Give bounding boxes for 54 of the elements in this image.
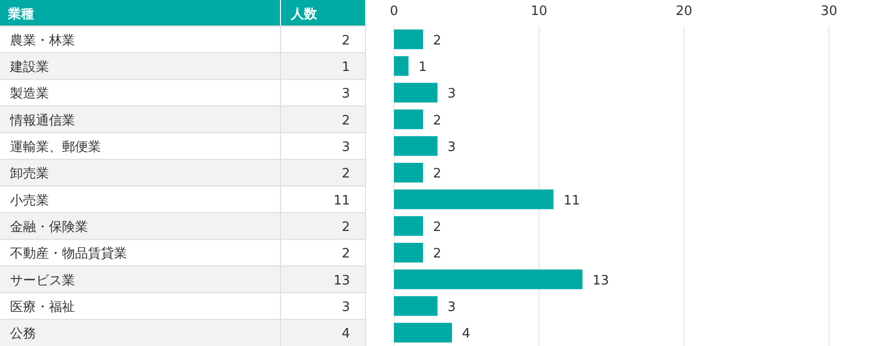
text: 13 <box>333 273 350 288</box>
data-label: 2 <box>433 113 442 128</box>
text: 業種 <box>7 7 34 22</box>
x2-tick-label: 20 <box>676 4 692 19</box>
text: 2 <box>342 166 350 182</box>
data-label: 2 <box>433 33 442 48</box>
y-tick-label: 公務 <box>10 326 36 342</box>
y-tick-label: 製造業 <box>10 86 49 102</box>
text: 2 <box>342 246 350 262</box>
text: 1 <box>342 60 350 75</box>
x2-tick-label: 0 <box>390 4 398 19</box>
y-tick-label: 卸売業 <box>10 166 49 182</box>
bar <box>394 110 423 130</box>
bar <box>394 136 438 156</box>
text: 3 <box>342 86 350 102</box>
y-tick-label: 金融・保険業 <box>10 220 88 235</box>
x2-tick-label: 30 <box>820 4 838 19</box>
text: 人数 <box>290 7 318 22</box>
y-tick-label: 情報通信業 <box>9 113 75 128</box>
text: 3 <box>342 300 350 315</box>
bar <box>394 82 438 102</box>
y-tick-label: サービス業 <box>10 273 75 288</box>
text: 3 <box>342 140 350 155</box>
text: 2 <box>342 220 350 235</box>
data-label: 2 <box>433 166 442 182</box>
data-label: 13 <box>592 273 610 288</box>
data-label: 11 <box>564 193 580 208</box>
data-label: 3 <box>448 140 456 155</box>
bar <box>394 30 423 50</box>
data-label: 2 <box>433 220 442 235</box>
text: 2 <box>342 33 350 48</box>
y-tick-label: 不動産・物品賃貸業 <box>10 246 127 262</box>
text: 11 <box>333 193 350 208</box>
x2-tick-label: 10 <box>530 4 548 19</box>
text: 2 <box>342 113 350 128</box>
y-tick-label: 運輸業、郵便業 <box>10 140 101 155</box>
y-tick-label: 小売業 <box>10 193 49 208</box>
bar <box>394 322 452 342</box>
data-label: 3 <box>448 300 456 315</box>
bar <box>394 270 582 290</box>
y-tick-label: 医療・福祉 <box>10 300 75 315</box>
data-label: 1 <box>418 60 427 75</box>
y-tick-label: 農業・林業 <box>10 33 75 48</box>
data-label: 2 <box>433 246 442 262</box>
bar <box>394 56 408 76</box>
bar <box>394 242 423 262</box>
bar <box>394 162 423 182</box>
bar <box>394 190 554 210</box>
y-tick-label: 建設業 <box>9 60 49 75</box>
bar <box>394 296 438 316</box>
bar <box>394 216 423 236</box>
data-label: 4 <box>462 326 470 342</box>
text: 4 <box>342 326 350 342</box>
data-label: 3 <box>448 86 456 102</box>
